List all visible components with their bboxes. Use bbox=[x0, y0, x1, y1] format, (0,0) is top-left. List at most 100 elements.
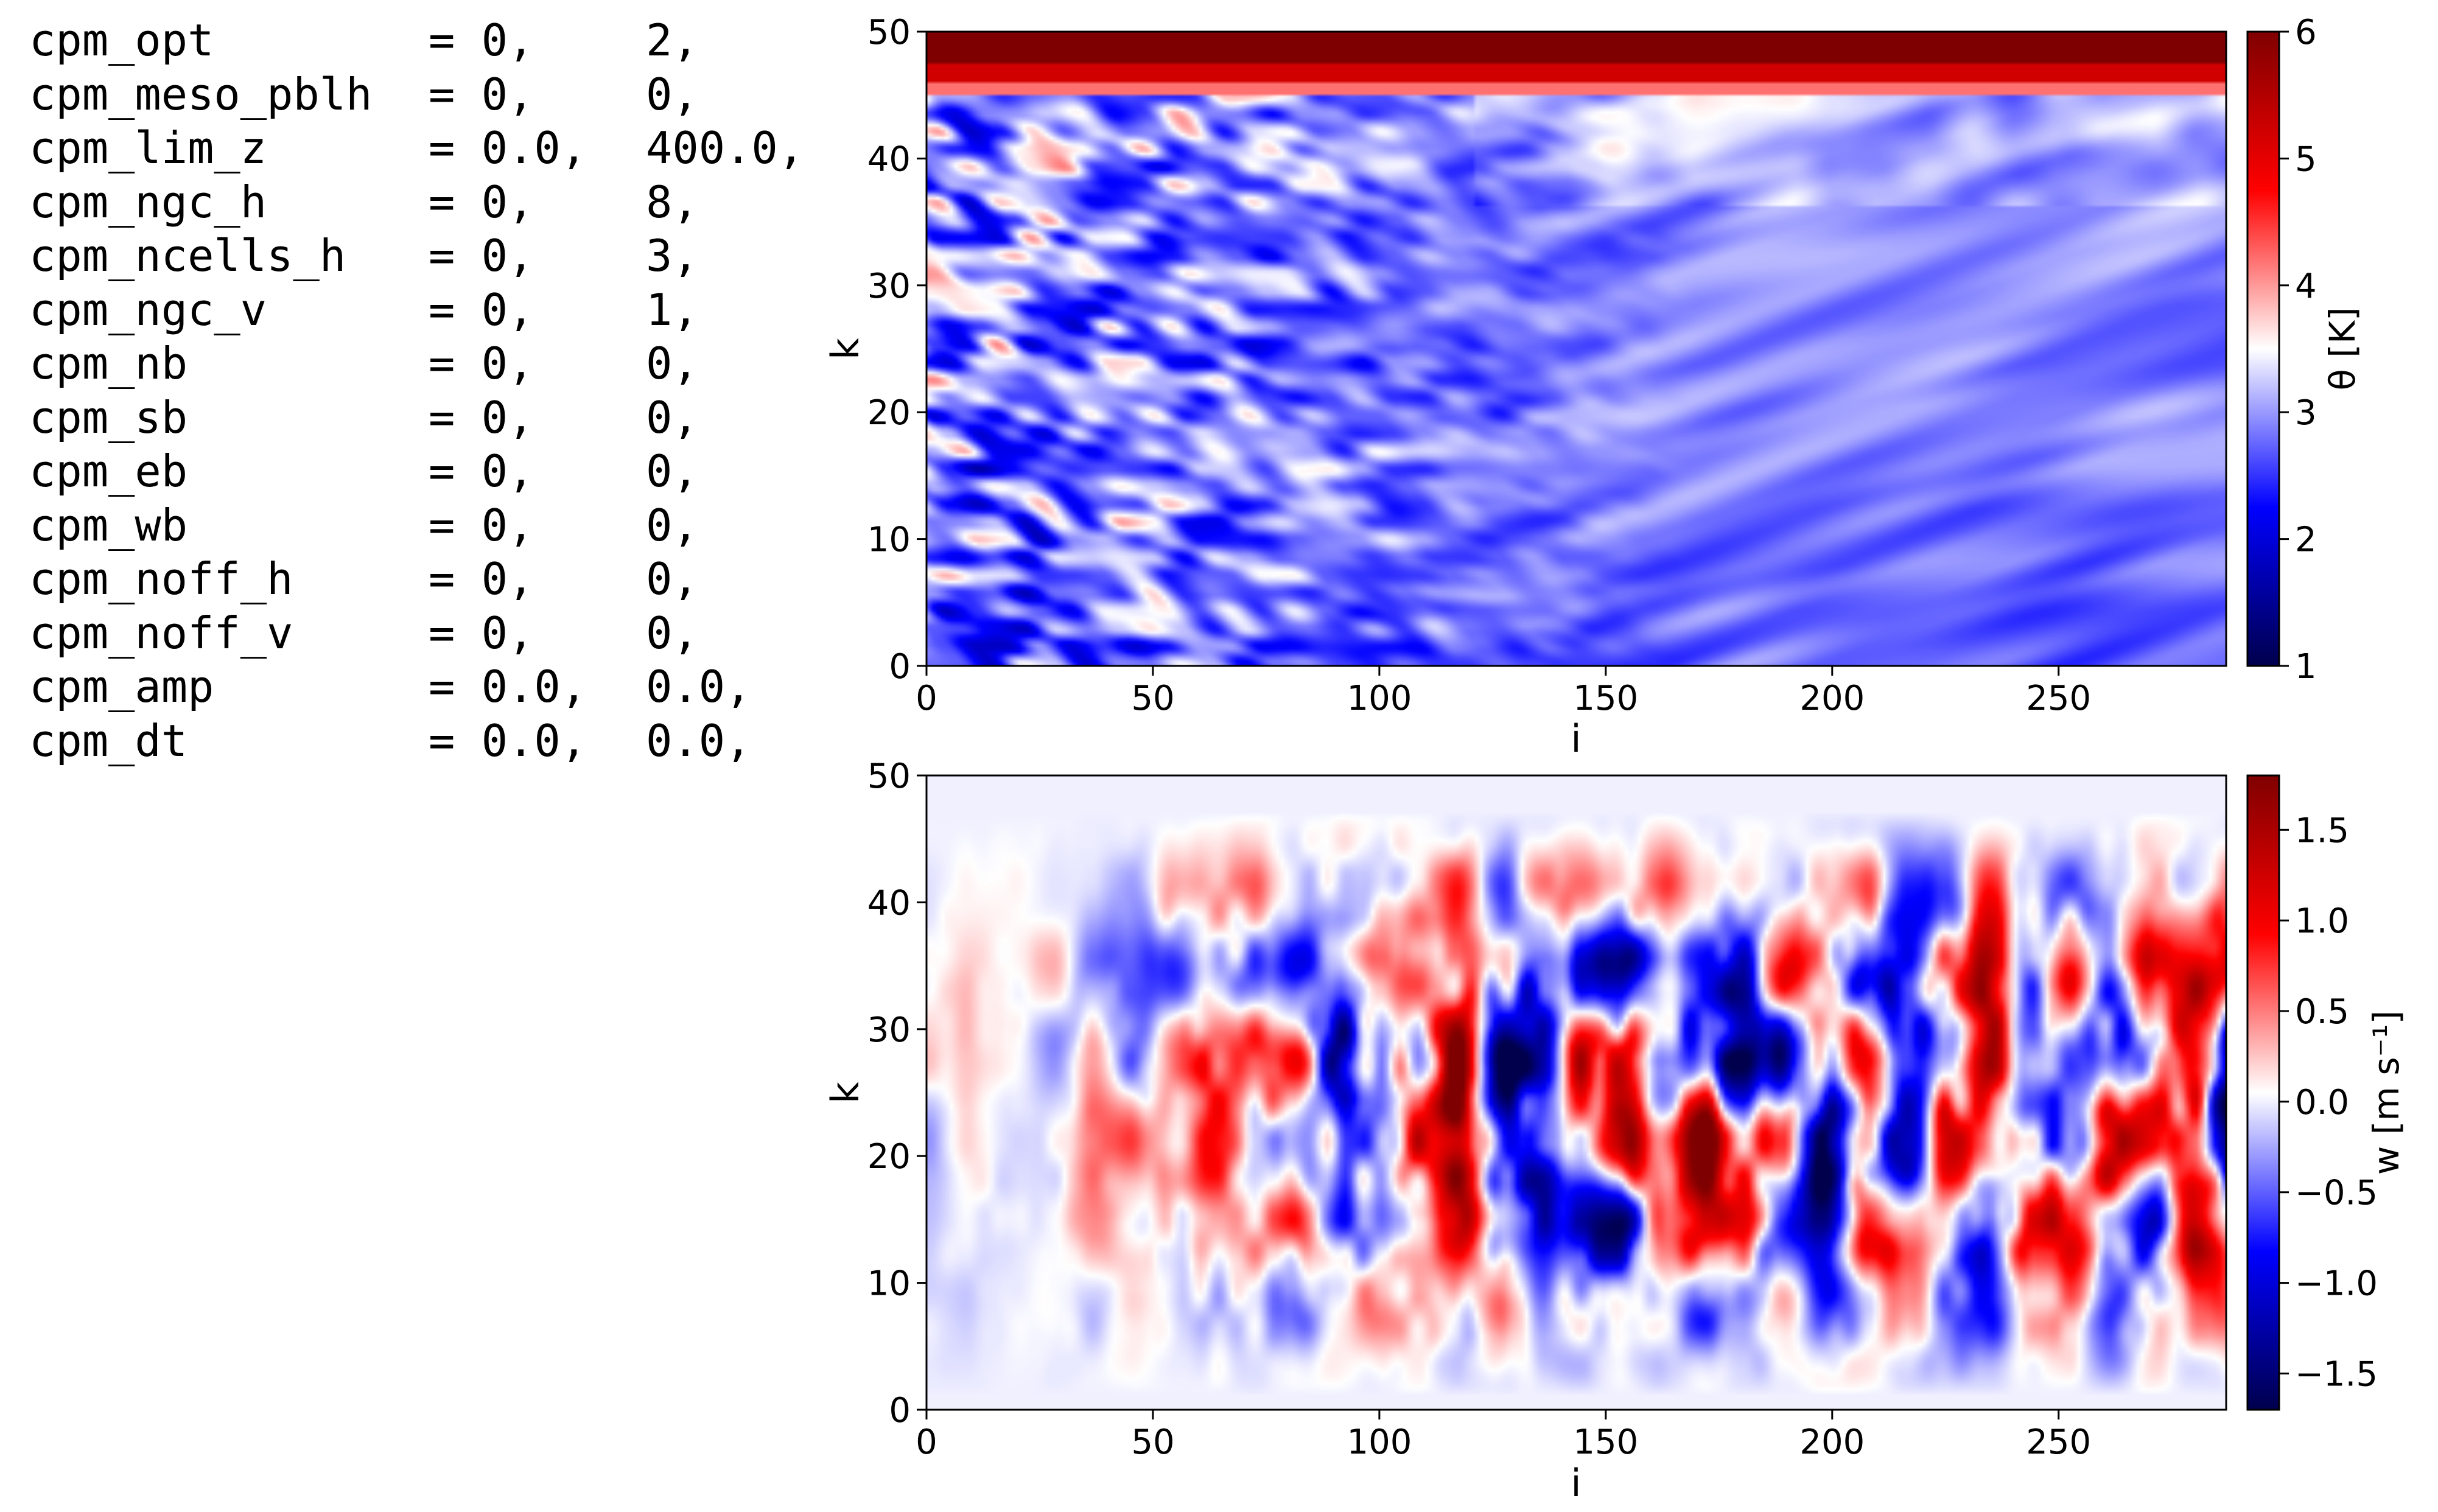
x-tick-label: 100 bbox=[1347, 679, 1412, 718]
x-tick-label: 150 bbox=[1573, 679, 1638, 718]
param-v2: 2, bbox=[646, 15, 699, 66]
param-name: cpm_noff_v bbox=[29, 607, 293, 659]
param-name: cpm_noff_h bbox=[29, 553, 293, 604]
param-v2: 0, bbox=[646, 607, 699, 659]
param-v2: 400.0, bbox=[646, 122, 805, 173]
param-v2: 0, bbox=[646, 553, 699, 604]
x-tick-label: 0 bbox=[916, 1423, 937, 1462]
y-tick-label: 40 bbox=[867, 883, 911, 923]
param-row: cpm_nb = 0, 0, bbox=[29, 337, 804, 391]
param-row: cpm_dt = 0.0, 0.0, bbox=[29, 714, 804, 768]
colorbar-tick-label: 1.0 bbox=[2295, 901, 2349, 941]
theta-ylabel: k bbox=[823, 338, 867, 360]
theta-heatmap bbox=[927, 32, 2226, 666]
colorbar-tick-label: 1 bbox=[2295, 647, 2317, 687]
param-v2: 3, bbox=[646, 230, 699, 281]
y-tick-label: 50 bbox=[867, 13, 911, 52]
x-tick-label: 50 bbox=[1131, 679, 1174, 718]
x-tick-label: 50 bbox=[1131, 1423, 1174, 1462]
y-tick-label: 40 bbox=[867, 139, 911, 179]
colorbar-tick-label: 4 bbox=[2295, 267, 2317, 306]
param-row: cpm_noff_v = 0, 0, bbox=[29, 606, 804, 660]
param-row: cpm_opt = 0, 2, bbox=[29, 13, 804, 68]
param-name: cpm_nb bbox=[29, 338, 188, 389]
colorbar-tick-label: −1.5 bbox=[2295, 1354, 2378, 1394]
param-v1: = 0, bbox=[429, 284, 534, 335]
theta-panel: 0 50 100 150 200 250 0 10 20 30 40 50 i k 1 2 3 4 5 6 θ … bbox=[823, 13, 2363, 761]
theta-xlabel: i bbox=[1571, 716, 1581, 761]
colorbar-tick-label: 6 bbox=[2295, 13, 2317, 52]
param-v1: = 0.0, bbox=[429, 661, 587, 712]
param-row: cpm_ngc_v = 0, 1, bbox=[29, 283, 804, 337]
param-name: cpm_opt bbox=[29, 15, 214, 66]
y-tick-label: 20 bbox=[867, 393, 911, 433]
theta-plot-frame bbox=[925, 30, 2227, 667]
param-v1: = 0.0, bbox=[429, 122, 587, 173]
colorbar-tick-label: 5 bbox=[2295, 139, 2317, 179]
param-v2: 0, bbox=[646, 446, 699, 497]
w-heatmap bbox=[927, 775, 2226, 1410]
param-v2: 8, bbox=[646, 176, 699, 228]
x-tick-label: 100 bbox=[1347, 1423, 1412, 1462]
param-row: cpm_lim_z = 0.0, 400.0, bbox=[29, 121, 804, 175]
colorbar-tick-label: −1.0 bbox=[2295, 1264, 2378, 1304]
param-v2: 0, bbox=[646, 68, 699, 120]
y-tick-label: 10 bbox=[867, 520, 911, 560]
param-name: cpm_amp bbox=[29, 661, 214, 712]
theta-colorbar-label: θ [K] bbox=[2322, 307, 2363, 390]
y-tick-label: 30 bbox=[867, 1010, 911, 1050]
param-row: cpm_sb = 0, 0, bbox=[29, 391, 804, 445]
param-row: cpm_ncells_h = 0, 3, bbox=[29, 229, 804, 283]
param-name: cpm_eb bbox=[29, 446, 188, 497]
w-ylabel: k bbox=[823, 1082, 867, 1104]
param-name: cpm_sb bbox=[29, 391, 188, 443]
colorbar-tick-label: 3 bbox=[2295, 393, 2317, 433]
param-v2: 0, bbox=[646, 499, 699, 551]
colorbar-tick-label: 1.5 bbox=[2295, 811, 2349, 850]
x-tick-label: 250 bbox=[2026, 1423, 2091, 1462]
param-name: cpm_wb bbox=[29, 499, 188, 551]
y-tick-label: 50 bbox=[867, 757, 911, 796]
param-name: cpm_ngc_v bbox=[29, 284, 267, 335]
param-v1: = 0, bbox=[429, 499, 534, 551]
param-v2: 0, bbox=[646, 338, 699, 389]
w-colorbar bbox=[2246, 774, 2280, 1411]
theta-colorbar bbox=[2246, 30, 2280, 667]
x-tick-label: 200 bbox=[1799, 679, 1865, 718]
param-row: cpm_ngc_h = 0, 8, bbox=[29, 175, 804, 229]
param-name: cpm_ncells_h bbox=[29, 230, 346, 281]
param-v2: 0.0, bbox=[646, 661, 752, 712]
w-colorbar-label: w [m s⁻¹] bbox=[2366, 1010, 2407, 1175]
param-name: cpm_dt bbox=[29, 715, 188, 766]
param-v2: 0, bbox=[646, 391, 699, 443]
colorbar-tick-label: 0.0 bbox=[2295, 1083, 2349, 1122]
param-v1: = 0, bbox=[429, 391, 534, 443]
x-tick-label: 0 bbox=[916, 679, 937, 718]
y-tick-label: 0 bbox=[889, 647, 911, 687]
param-name: cpm_ngc_h bbox=[29, 176, 267, 228]
x-tick-label: 250 bbox=[2026, 679, 2091, 718]
w-xlabel: i bbox=[1571, 1461, 1581, 1505]
theta-axes: 0 50 100 150 200 250 0 10 20 30 40 50 bbox=[867, 13, 2091, 718]
x-tick-label: 200 bbox=[1799, 1423, 1865, 1462]
param-v1: = 0, bbox=[429, 68, 534, 120]
param-row: cpm_meso_pblh = 0, 0, bbox=[29, 68, 804, 122]
param-v2: 0.0, bbox=[646, 715, 752, 766]
param-row: cpm_eb = 0, 0, bbox=[29, 444, 804, 499]
param-v1: = 0.0, bbox=[429, 715, 587, 766]
x-tick-label: 150 bbox=[1573, 1423, 1638, 1462]
param-name: cpm_lim_z bbox=[29, 122, 267, 173]
param-row: cpm_noff_h = 0, 0, bbox=[29, 552, 804, 606]
colorbar-tick-label: 0.5 bbox=[2295, 992, 2349, 1032]
y-tick-label: 10 bbox=[867, 1264, 911, 1304]
w-axes: 0 50 100 150 200 250 0 10 20 30 40 50 bbox=[867, 757, 2091, 1462]
w-colorbar-ticks: −1.5 −1.0 −0.5 0.0 0.5 1.0 1.5 bbox=[2279, 811, 2378, 1394]
y-tick-label: 20 bbox=[867, 1137, 911, 1177]
param-v1: = 0, bbox=[429, 446, 534, 497]
param-row: cpm_wb = 0, 0, bbox=[29, 499, 804, 553]
w-plot-frame bbox=[925, 774, 2227, 1411]
colorbar-tick-label: −0.5 bbox=[2295, 1174, 2378, 1213]
param-v1: = 0, bbox=[429, 338, 534, 389]
